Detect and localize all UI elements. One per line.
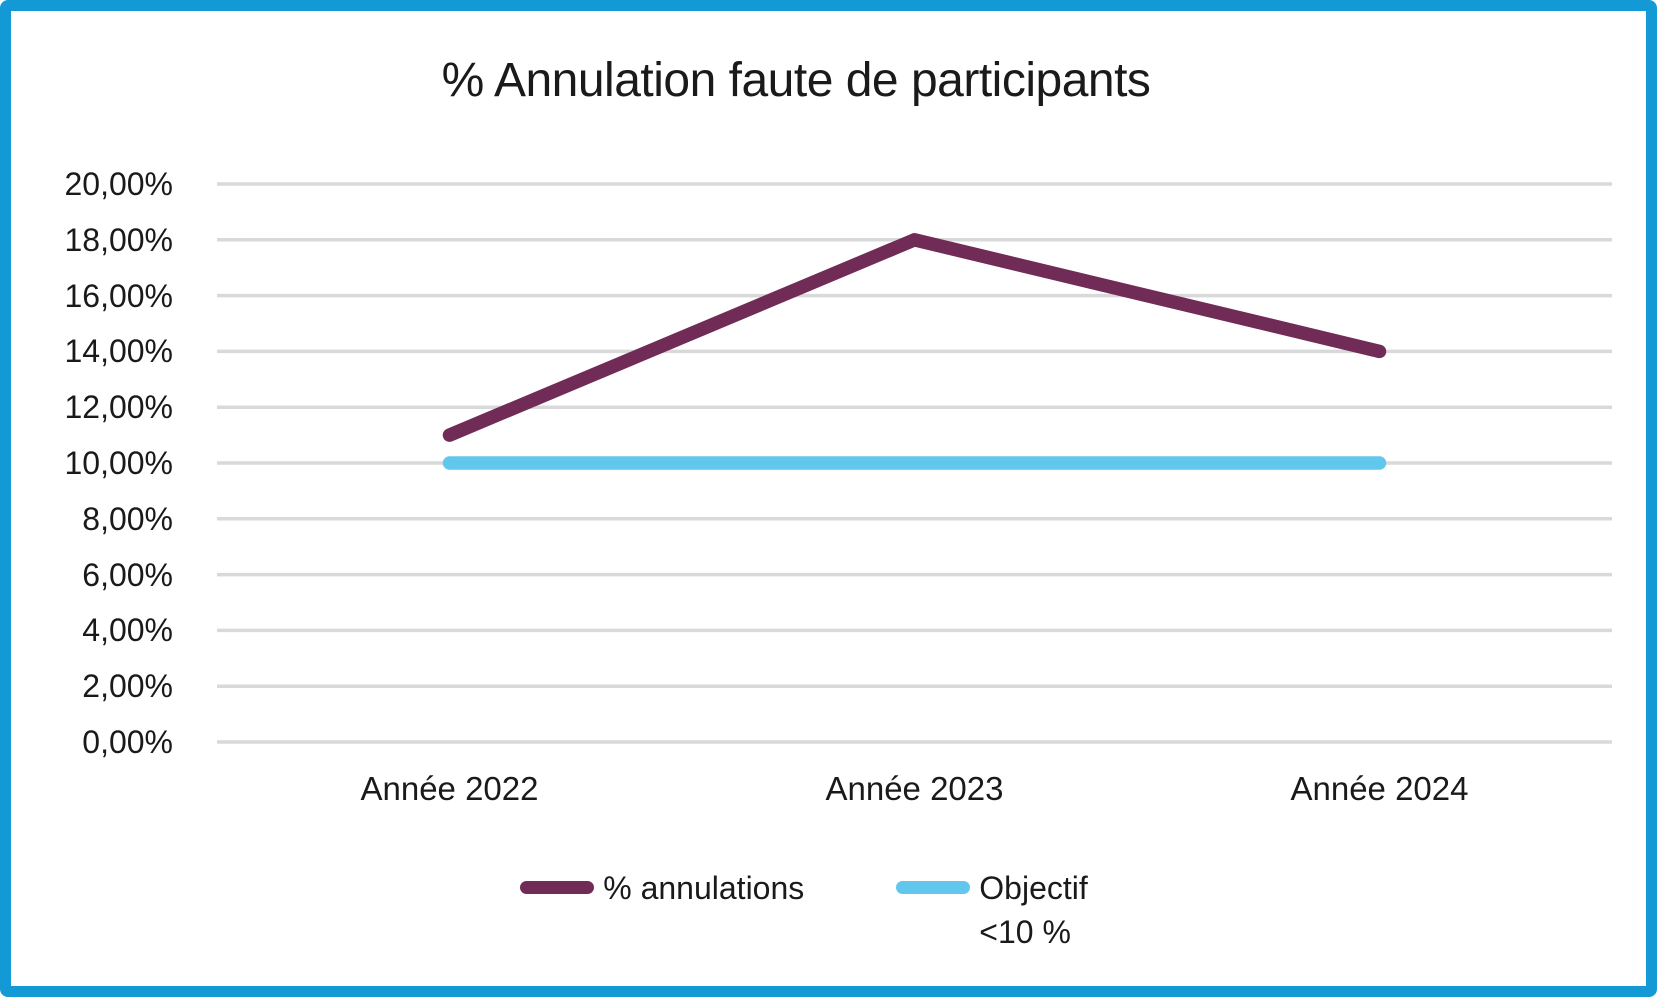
series-lines: [442, 233, 1387, 470]
legend-swatch-icon: [520, 881, 595, 894]
series-line--annulations: [442, 233, 1387, 442]
y-tick-label: 16,00%: [64, 277, 173, 314]
legend-entry: % annulations: [520, 866, 804, 910]
y-tick-label: 6,00%: [82, 556, 173, 593]
legend-label: Objectif <10 %: [979, 870, 1088, 950]
y-tick-label: 4,00%: [82, 612, 173, 649]
x-tick-label: Année 2022: [360, 770, 539, 807]
legend-entry: Objectif <10 %: [896, 866, 1088, 954]
y-tick-label: 12,00%: [64, 389, 173, 426]
y-tick-label: 10,00%: [64, 445, 173, 481]
y-tick-label: 14,00%: [64, 333, 173, 370]
x-tick-label: Année 2023: [825, 770, 1004, 807]
y-tick-label: 20,00%: [64, 166, 173, 202]
chart-title: % Annulation faute de participants: [441, 54, 1151, 107]
legend-label: % annulations: [603, 870, 805, 906]
y-tick-label: 2,00%: [82, 668, 173, 705]
plot-area: [217, 182, 1612, 744]
y-tick-label: 18,00%: [64, 221, 173, 258]
x-tick-label: Année 2024: [1290, 770, 1469, 807]
legend: % annulations Objectif <10 %: [11, 866, 1597, 954]
legend-swatch-icon: [896, 881, 971, 894]
y-tick-label: 0,00%: [82, 724, 173, 760]
y-tick-label: 8,00%: [82, 500, 173, 537]
